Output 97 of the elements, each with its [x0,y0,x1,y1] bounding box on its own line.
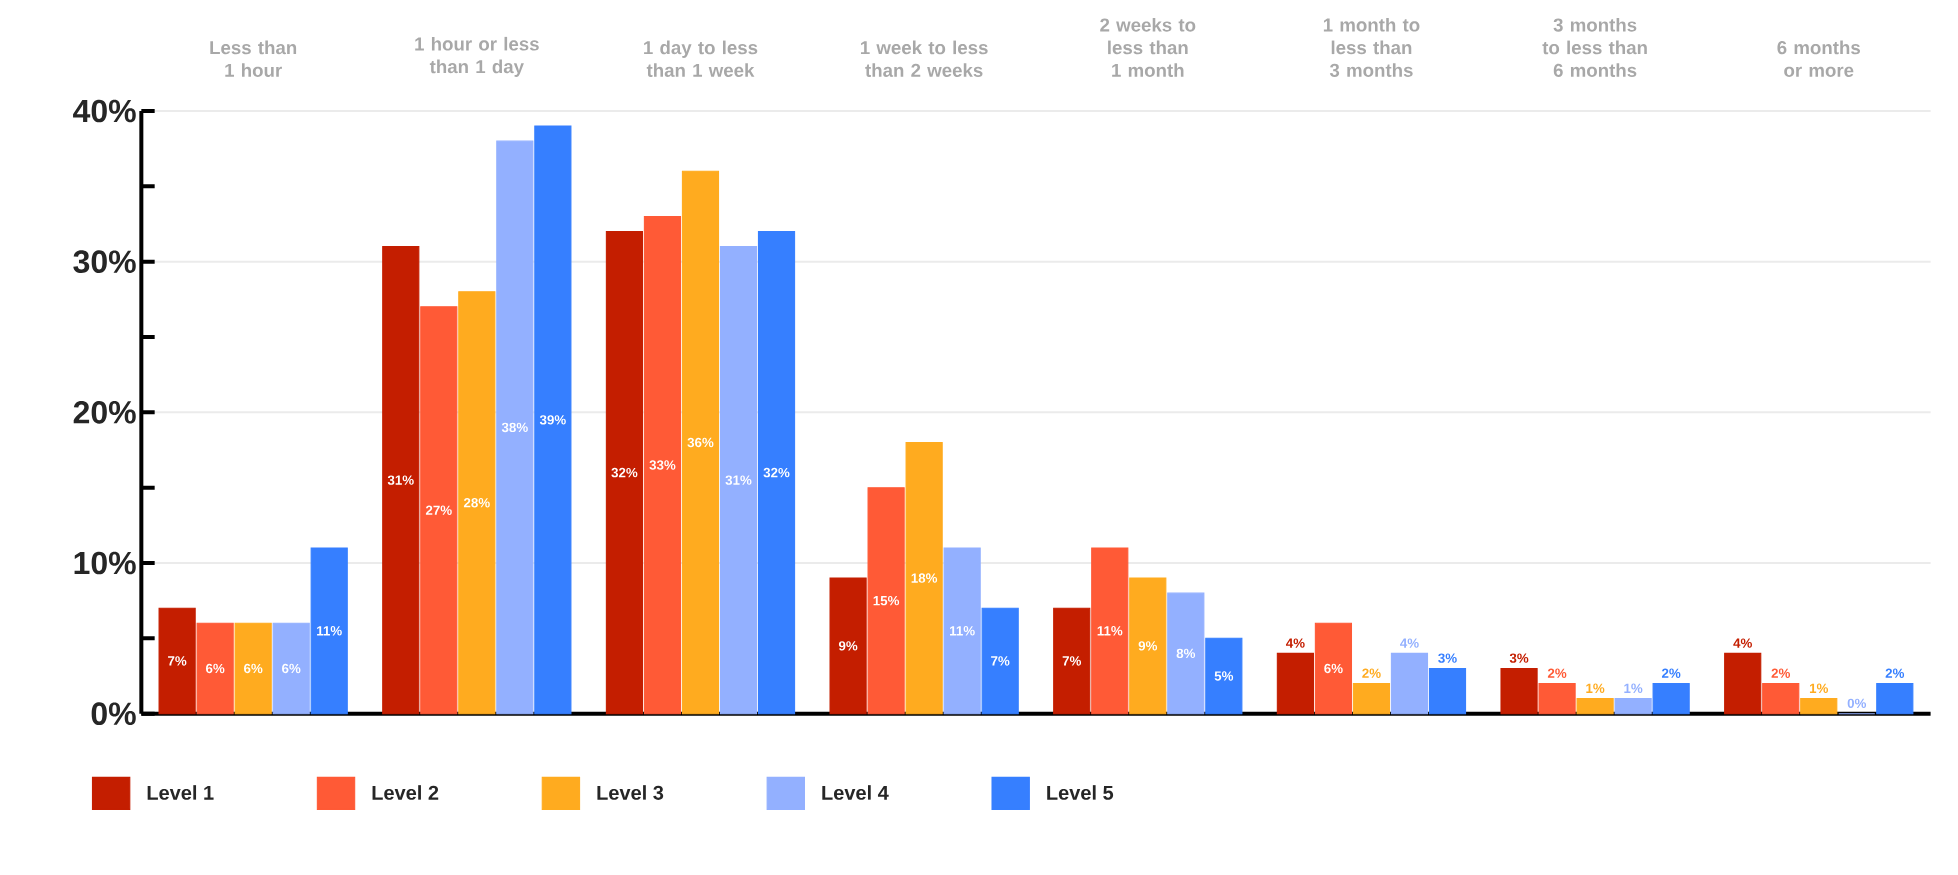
data-label: 3% [1438,653,1457,663]
data-label: 2% [1362,668,1381,678]
data-label: 11% [317,626,342,636]
bar [1500,667,1538,715]
data-label: 31% [387,475,414,485]
bar [272,622,310,715]
data-label: 36% [687,437,714,448]
data-label: 2% [1771,668,1791,678]
y-tick-label: 30% [73,250,136,274]
data-label: 7% [168,656,187,666]
bar [1390,652,1429,715]
bar [1652,683,1690,715]
data-label: 32% [611,467,638,478]
data-label: 1% [1809,683,1829,693]
data-label: 38% [501,422,528,433]
x-tick-label: 1 hour or less than 1 day [415,36,539,77]
bar [496,140,534,715]
bar [1205,637,1243,715]
y-tick-label: 10% [74,551,136,575]
data-label: 0% [1847,698,1867,709]
data-label: 2% [1661,668,1681,678]
bar [757,230,796,715]
data-label: 1% [1624,683,1643,693]
x-tick-label: 1 day to less than 1 week [644,40,758,77]
data-label: 11% [950,626,975,636]
y-tick-label: 40% [73,99,136,123]
bar [719,246,758,715]
legend-label: Level 2 [372,785,439,800]
data-label: 9% [1138,641,1158,651]
data-label: 6% [244,663,263,674]
bar [643,215,682,715]
x-tick-label: 1 week to less than 2 weeks [860,40,988,77]
y-tick-label: 20% [73,401,136,424]
data-label: 2% [1885,668,1905,678]
bar [1428,667,1467,715]
legend-label: Level 1 [147,785,214,800]
legend-label: Level 4 [822,785,889,800]
x-tick-label: 1 month to less than 3 months [1323,17,1420,77]
data-label: 4% [1400,638,1419,648]
data-label: 31% [725,475,752,485]
legend-label: Level 3 [597,785,664,800]
data-label: 11% [1097,626,1123,636]
bar [1800,698,1838,715]
data-label: 2% [1547,668,1567,678]
bar [196,622,234,715]
data-label: 4% [1733,638,1752,648]
bar [1876,683,1914,715]
bar [1314,622,1353,715]
x-tick-label: Less than 1 hour [210,40,297,77]
data-label: 6% [1324,663,1343,674]
y-tick-label: 0% [91,702,136,725]
x-tick-label: 6 months or more [1777,40,1860,77]
bar [1167,592,1205,715]
data-label: 4% [1285,638,1305,648]
data-label: 8% [1176,648,1196,659]
bar [1724,652,1762,715]
bar [158,607,196,715]
bar [1276,652,1314,715]
bar [1614,698,1652,715]
bar [310,547,348,715]
bar [605,230,644,715]
x-tick-label: 3 months to less than 6 months [1542,17,1647,77]
bar [1129,577,1167,715]
data-label: 6% [205,663,225,674]
data-label: 5% [1214,671,1234,681]
bar [943,547,981,715]
bar [1576,698,1614,715]
data-label: 7% [1062,656,1082,666]
data-label: 3% [1509,653,1529,663]
data-label: 6% [282,663,301,674]
data-label: 9% [838,641,858,651]
data-label: 33% [649,460,676,470]
bar [1091,547,1129,715]
x-tick-label: 2 weeks to less than 1 month [1100,17,1196,77]
bar [1762,683,1800,715]
data-label: 15% [873,595,900,606]
bar [420,306,458,715]
bar [458,291,496,715]
data-label: 27% [425,505,452,515]
bar [1053,607,1091,715]
data-label: 7% [991,656,1010,666]
data-label: 28% [463,498,490,508]
bar [534,125,572,715]
data-label: 1% [1586,683,1605,693]
bar [829,577,867,715]
bar [1538,683,1576,715]
bar [681,170,720,715]
bar [905,441,943,715]
bar [1352,683,1391,715]
data-label: 39% [539,415,566,425]
bar [981,607,1019,715]
bar [382,246,420,715]
data-label: 32% [763,467,790,478]
data-label: 18% [911,573,938,583]
legend-label: Level 5 [1047,785,1114,800]
bar [867,487,905,715]
bar [234,622,272,715]
